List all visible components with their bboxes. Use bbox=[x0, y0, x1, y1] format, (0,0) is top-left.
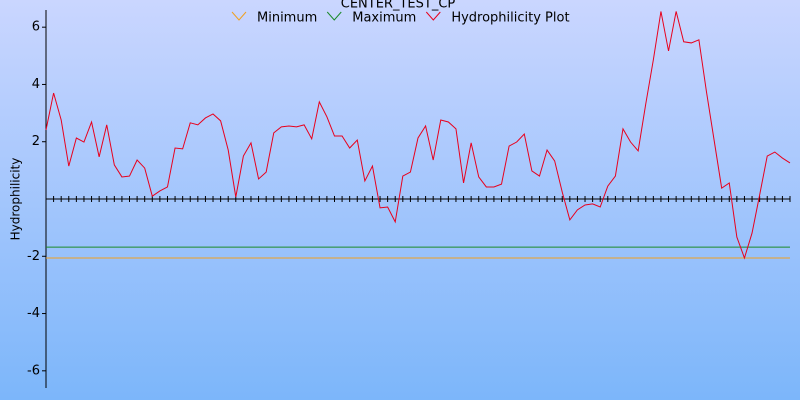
y-tick-label: 4 bbox=[32, 77, 40, 92]
y-tick-label: 2 bbox=[32, 134, 40, 149]
legend-label: Maximum bbox=[352, 11, 416, 26]
legend-icon bbox=[231, 11, 247, 21]
legend-label: Minimum bbox=[257, 11, 317, 26]
data-line bbox=[45, 11, 791, 260]
y-tick-label: -2 bbox=[27, 249, 40, 264]
y-tick-label: -6 bbox=[27, 363, 40, 378]
y-axis-label: Hydrophilicity bbox=[9, 158, 23, 241]
y-tick-label: 6 bbox=[32, 20, 40, 35]
legend-label: Hydrophilicity Plot bbox=[451, 11, 569, 26]
y-tick-label: -4 bbox=[27, 306, 40, 321]
chart-title: CENTER_TEST_CP bbox=[341, 0, 456, 12]
legend-icon bbox=[425, 11, 441, 21]
legend-icon bbox=[326, 11, 342, 21]
